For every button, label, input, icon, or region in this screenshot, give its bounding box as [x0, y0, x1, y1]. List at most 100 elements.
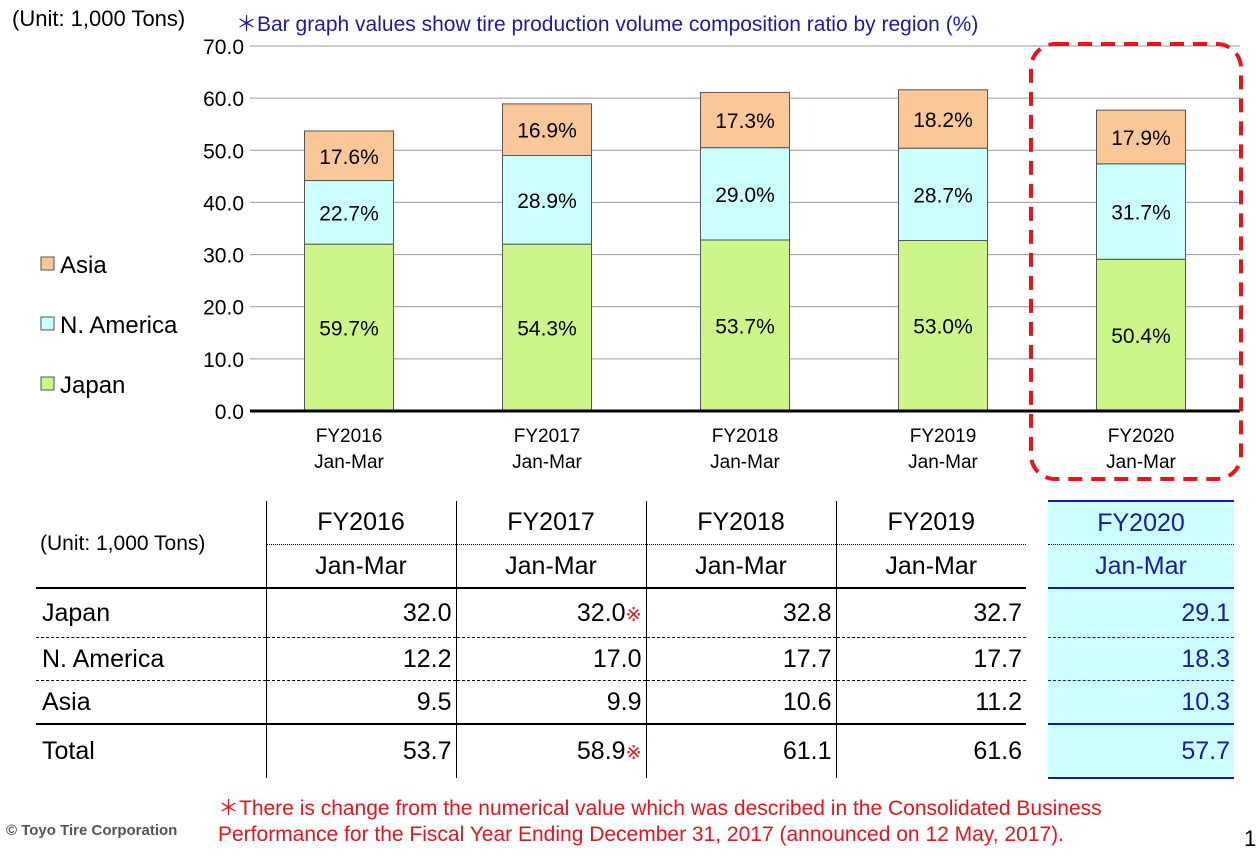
- table-year-header: FY2018: [645, 501, 836, 545]
- data-label-asia: 17.3%: [715, 110, 775, 133]
- footnote: ＊There is change from the numerical valu…: [218, 796, 1102, 848]
- footnote-line-1: ＊There is change from the numerical valu…: [218, 797, 1102, 820]
- table-value-text: 61.1: [782, 737, 832, 765]
- data-label-japan: 53.0%: [913, 316, 973, 339]
- x-tick-label: Jan-Mar: [512, 452, 582, 473]
- table-value-text: 32.8: [782, 598, 832, 627]
- table-value: 9.5: [265, 680, 456, 725]
- table-value: 9.9: [455, 680, 646, 725]
- y-tick-label: 50.0: [203, 140, 244, 163]
- table-value: 53.7: [265, 724, 456, 778]
- table-value: 61.6: [835, 724, 1026, 778]
- data-label-japan: 53.7%: [715, 315, 775, 338]
- copyright: © Toyo Tire Corporation: [6, 822, 178, 839]
- legend-label: Asia: [60, 252, 107, 279]
- table-row-label: Asia: [36, 680, 266, 725]
- table-row-label: Japan: [36, 588, 266, 638]
- table-value: 12.2: [265, 637, 456, 681]
- table-value: 61.1: [645, 724, 836, 778]
- y-tick-label: 10.0: [203, 349, 244, 372]
- footnote-line-2: Performance for the Fiscal Year Ending D…: [218, 823, 1064, 846]
- table-value-text: 17.0: [592, 644, 642, 673]
- bar-asia: [898, 89, 988, 149]
- table-value: 29.1: [1048, 588, 1234, 638]
- table-gap: [1026, 545, 1048, 589]
- legend-swatch: [40, 256, 55, 271]
- table-value-text: 10.6: [782, 687, 832, 716]
- x-tick-label: Jan-Mar: [908, 452, 978, 473]
- table-value-text: 32.7: [973, 598, 1022, 627]
- bar-namerica: [1096, 163, 1186, 260]
- table-year-header: FY2016: [265, 501, 456, 545]
- table-value: 32.0※: [455, 588, 646, 638]
- y-tick-label: 60.0: [203, 88, 244, 111]
- data-label-japan: 50.4%: [1111, 325, 1171, 348]
- table-gap: [1026, 724, 1048, 778]
- bar-namerica: [304, 180, 394, 245]
- data-label-namerica: 28.7%: [913, 184, 973, 207]
- y-tick-label: 0.0: [215, 401, 244, 424]
- table-year-header: FY2019: [835, 501, 1026, 545]
- table-value: 32.8: [645, 588, 836, 638]
- table-value-text: 10.3: [1181, 687, 1230, 716]
- table-period-header: Jan-Mar: [1048, 544, 1234, 589]
- revision-mark: ※: [625, 743, 642, 764]
- bar-asia: [502, 103, 592, 156]
- x-tick-label: Jan-Mar: [1106, 452, 1176, 473]
- data-label-namerica: 28.9%: [517, 190, 577, 213]
- bar-asia: [1096, 109, 1186, 165]
- data-label-japan: 59.7%: [319, 318, 379, 341]
- table-gap: [1026, 681, 1048, 725]
- table-value-text: 9.9: [606, 687, 642, 716]
- legend-label: Japan: [60, 372, 125, 399]
- y-tick-label: 20.0: [203, 297, 244, 320]
- table-value: 11.2: [835, 680, 1026, 725]
- table-row-label: Total: [42, 737, 95, 765]
- bar-japan: [1096, 258, 1186, 412]
- table-gap: [1026, 588, 1048, 638]
- bar-namerica: [700, 147, 790, 241]
- table-period-header: Jan-Mar: [265, 544, 456, 589]
- legend-label: N. America: [60, 312, 178, 339]
- legend-swatch: [40, 376, 55, 391]
- bar-japan: [898, 239, 988, 412]
- table-value: 10.6: [645, 680, 836, 725]
- data-label-japan: 54.3%: [517, 318, 577, 341]
- table-value-text: 58.9: [576, 737, 626, 765]
- table-value-text: 57.7: [1181, 736, 1230, 765]
- bar-asia: [304, 130, 394, 182]
- data-label-asia: 18.2%: [913, 109, 973, 132]
- table-gap: [1026, 501, 1048, 545]
- x-tick-label: FY2019: [910, 426, 977, 447]
- x-tick-label: FY2016: [316, 426, 383, 447]
- bar-namerica: [502, 155, 592, 245]
- bar-japan: [700, 239, 790, 412]
- table-value: 57.7: [1048, 724, 1234, 779]
- data-label-asia: 17.9%: [1111, 127, 1171, 150]
- table-value: 58.9※: [455, 724, 646, 778]
- bar-asia: [700, 91, 790, 149]
- table-year-header: FY2017: [455, 501, 646, 545]
- table-value-text: 29.1: [1181, 598, 1230, 627]
- table-value-text: 61.6: [973, 737, 1022, 765]
- y-tick-label: 40.0: [203, 192, 244, 215]
- production-table: (Unit: 1,000 Tons) FY2016 FY2017 FY2018 FY20…: [36, 500, 1234, 779]
- chart-note: ＊Bar graph values show tire production v…: [236, 13, 979, 36]
- x-tick-label: FY2018: [712, 426, 779, 447]
- table-value: 10.3: [1048, 680, 1234, 725]
- table-value: 17.7: [835, 637, 1026, 681]
- x-tick-label: FY2020: [1108, 426, 1175, 447]
- data-label-namerica: 22.7%: [319, 202, 379, 225]
- table-value: 32.0: [265, 588, 456, 638]
- y-tick-label: 70.0: [203, 36, 244, 59]
- table-value-text: 53.7: [402, 737, 452, 765]
- legend-swatch: [40, 316, 55, 331]
- highlight-box: [1029, 42, 1243, 481]
- data-label-namerica: 31.7%: [1111, 202, 1171, 225]
- revision-mark: ※: [625, 604, 642, 626]
- y-tick-label: 30.0: [203, 245, 244, 268]
- table-value: 17.7: [645, 637, 836, 681]
- table-gap: [1026, 638, 1048, 681]
- x-tick-label: FY2017: [514, 426, 581, 447]
- x-tick-label: Jan-Mar: [314, 452, 384, 473]
